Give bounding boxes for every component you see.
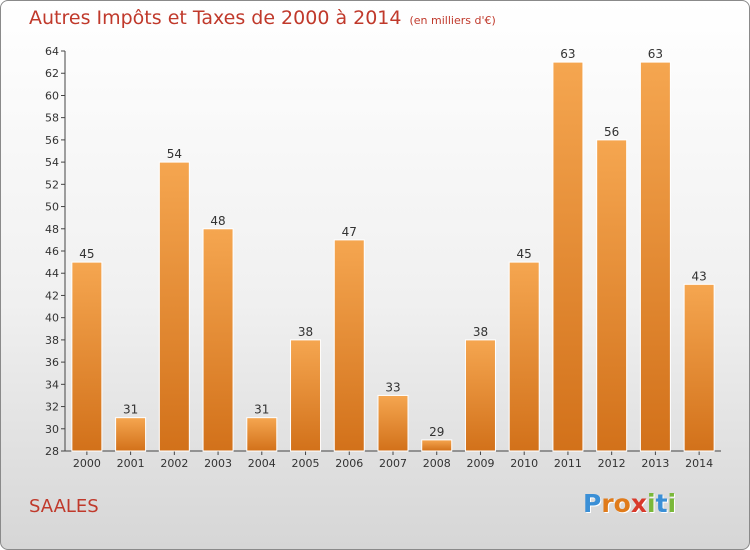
x-tick-label: 2009 [466, 457, 494, 470]
x-tick-label: 2012 [598, 457, 626, 470]
x-tick-label: 2001 [117, 457, 145, 470]
y-tick-label: 36 [45, 356, 59, 369]
bar [683, 283, 715, 452]
bar-value-label: 31 [254, 403, 269, 417]
bar-value-label: 29 [429, 425, 444, 439]
x-tick-label: 2013 [641, 457, 669, 470]
bar-value-label: 33 [385, 380, 400, 394]
y-tick-label: 52 [45, 178, 59, 191]
y-tick-label: 54 [45, 156, 59, 169]
logo-letter: t [655, 489, 668, 518]
bar [202, 228, 234, 452]
bar-value-label: 54 [167, 147, 182, 161]
y-tick-label: 30 [45, 423, 59, 436]
proxiti-logo: Proxiti [583, 489, 676, 518]
bar-value-label: 45 [517, 247, 532, 261]
town-name: SAALES [29, 496, 99, 517]
y-tick-label: 40 [45, 312, 59, 325]
logo-letter: i [647, 489, 656, 518]
bar [71, 261, 103, 452]
x-tick-label: 2002 [160, 457, 188, 470]
bar [596, 139, 628, 452]
bar-value-label: 43 [691, 269, 706, 283]
x-tick-label: 2008 [423, 457, 451, 470]
logo-letter: P [583, 489, 602, 518]
x-tick-label: 2006 [335, 457, 363, 470]
bar [115, 417, 147, 452]
y-tick-label: 64 [45, 45, 59, 58]
bar-value-label: 38 [473, 325, 488, 339]
chart-title: Autres Impôts et Taxes de 2000 à 2014 [29, 7, 402, 29]
bar [508, 261, 540, 452]
y-tick-label: 46 [45, 245, 59, 258]
y-tick-label: 60 [45, 89, 59, 102]
bar-value-label: 38 [298, 325, 313, 339]
y-tick-label: 58 [45, 112, 59, 125]
y-tick-label: 34 [45, 378, 59, 391]
x-tick-label: 2011 [554, 457, 582, 470]
x-tick-label: 2000 [73, 457, 101, 470]
bar [246, 417, 278, 452]
x-tick-label: 2005 [292, 457, 320, 470]
y-tick-label: 42 [45, 289, 59, 302]
bar-value-label: 47 [342, 225, 357, 239]
x-tick-label: 2003 [204, 457, 232, 470]
bar [552, 61, 584, 452]
logo-letter: x [630, 489, 647, 518]
bar-value-label: 45 [79, 247, 94, 261]
logo-letter: r [601, 489, 614, 518]
y-tick-label: 50 [45, 201, 59, 214]
chart-unit: (en milliers d'€) [409, 14, 496, 27]
bar [290, 339, 322, 452]
bar [333, 239, 365, 452]
y-tick-label: 28 [45, 445, 59, 458]
x-tick-label: 2004 [248, 457, 276, 470]
bar-value-label: 31 [123, 403, 138, 417]
y-tick-label: 48 [45, 223, 59, 236]
chart-header: Autres Impôts et Taxes de 2000 à 2014 (en… [29, 7, 496, 29]
bars: 45 31 54 48 31 38 47 33 29 38 45 63 56 63 43 [71, 47, 715, 452]
bar [421, 439, 453, 452]
bar [464, 339, 496, 452]
y-tick-label: 38 [45, 334, 59, 347]
x-tick-label: 2010 [510, 457, 538, 470]
bar-value-label: 63 [648, 47, 663, 61]
bar-value-label: 48 [210, 214, 225, 228]
bar [639, 61, 671, 452]
logo-letter: o [613, 489, 631, 518]
x-tick-label: 2007 [379, 457, 407, 470]
y-tick-label: 56 [45, 134, 59, 147]
y-tick-label: 44 [45, 267, 59, 280]
bar [158, 161, 190, 452]
bar-value-label: 63 [560, 47, 575, 61]
bar [377, 394, 409, 452]
y-tick-label: 32 [45, 401, 59, 414]
logo-letter: i [667, 489, 677, 518]
bar-value-label: 56 [604, 125, 619, 139]
y-tick-label: 62 [45, 67, 59, 80]
x-tick-label: 2014 [685, 457, 713, 470]
